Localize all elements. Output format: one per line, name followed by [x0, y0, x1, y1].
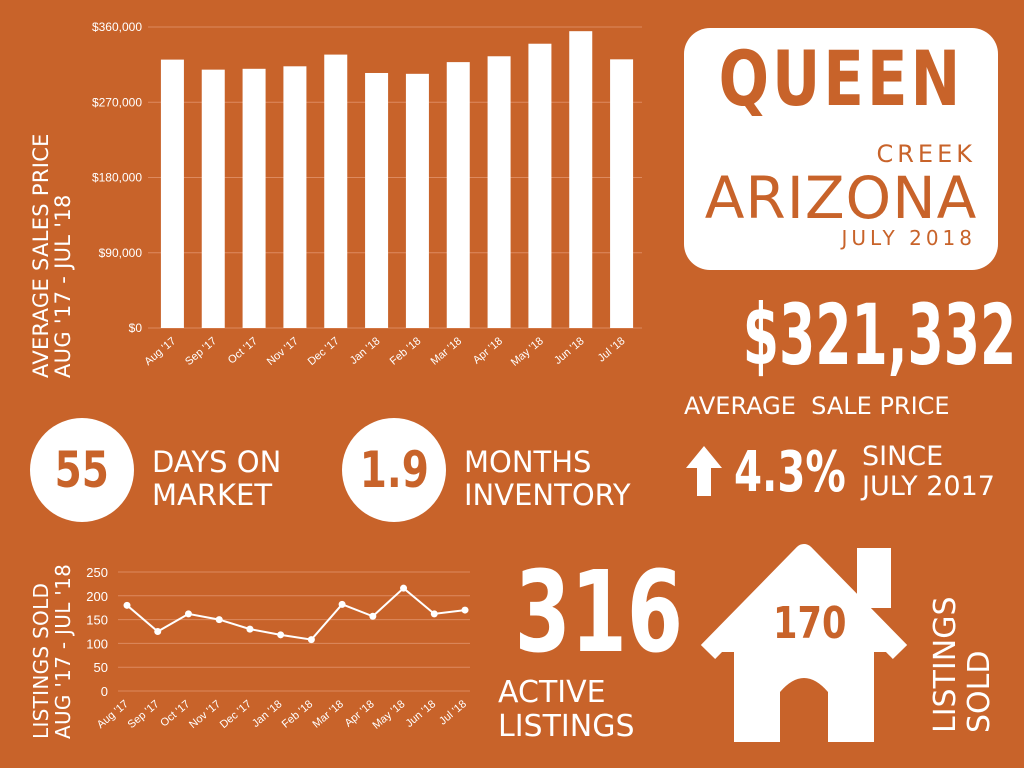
sold-point — [338, 600, 346, 608]
days-on-market-value: 55 — [54, 441, 110, 499]
sold-point — [123, 601, 131, 609]
sold-y-tick-label: 50 — [94, 660, 108, 675]
sold-y-tick-label: 250 — [86, 565, 108, 580]
sold-x-tick-label: Jun '18 — [404, 698, 439, 730]
sold-point — [307, 636, 315, 644]
price-bar — [487, 56, 511, 329]
price-chart-axis-title: AVERAGE SALES PRICE AUG '17 - JUL '18 — [29, 133, 75, 378]
sold-axis-title-line1: LISTINGS SOLD — [29, 582, 53, 739]
sold-x-tick-label: Nov '17 — [187, 698, 223, 731]
sold-y-tick-label: 200 — [86, 589, 108, 604]
price-bar — [365, 72, 389, 328]
sold-chart-axis-title: LISTINGS SOLD AUG '17 - JUL '18 — [29, 563, 75, 739]
price-change-label: SINCE JULY 2017 — [862, 442, 995, 502]
price-bar — [283, 66, 307, 328]
listings-sold-value: 170 — [773, 598, 847, 649]
price-bar — [201, 69, 225, 329]
sold-y-tick-label: 100 — [86, 636, 108, 651]
active-listings-label-line1: ACTIVE — [498, 675, 606, 710]
price-y-tick-label: $90,000 — [99, 246, 143, 260]
report-date: JULY 2018 — [841, 226, 976, 250]
sold-axis-title-line2: AUG '17 - JUL '18 — [51, 563, 75, 739]
city-subtitle: CREEK — [876, 140, 976, 168]
listings-sold-label: LISTINGS SOLD — [928, 596, 997, 733]
months-inventory-label-line1: MONTHS — [464, 445, 592, 479]
months-inventory-value: 1.9 — [359, 441, 429, 499]
price-bar — [569, 31, 593, 329]
months-inventory-label-line2: INVENTORY — [464, 478, 631, 512]
price-x-tick-label: May '18 — [509, 335, 546, 369]
sold-point — [430, 610, 438, 618]
price-bar — [528, 43, 552, 328]
price-x-tick-label: Jul '18 — [596, 335, 628, 364]
months-inventory-label: MONTHS INVENTORY — [464, 446, 631, 512]
price-x-tick-label: Feb '18 — [388, 335, 424, 368]
price-bar — [610, 59, 634, 328]
average-price-label: AVERAGE SALE PRICE — [684, 392, 950, 420]
active-listings-value: 316 — [514, 548, 683, 678]
days-on-market-circle: 55 — [30, 418, 134, 522]
price-x-tick-label: Mar '18 — [429, 335, 465, 368]
sold-x-tick-label: Aug '17 — [95, 698, 131, 731]
days-on-market-label: DAYS ON MARKET — [152, 446, 281, 512]
price-x-tick-label: Jan '18 — [348, 335, 383, 367]
sold-series-line — [126, 586, 466, 641]
sold-x-tick-label: Oct '17 — [158, 698, 192, 729]
sold-x-tick-label: Sep '17 — [126, 698, 162, 731]
days-on-market-label-line2: MARKET — [152, 478, 273, 512]
price-x-tick-label: Aug '17 — [142, 335, 178, 368]
price-x-tick-label: Jun '18 — [552, 335, 587, 367]
price-bar — [242, 68, 266, 329]
price-x-tick-label: Nov '17 — [265, 335, 301, 368]
arrow-up-icon — [686, 446, 722, 496]
months-inventory-circle: 1.9 — [342, 418, 446, 522]
price-x-tick-label: Oct '17 — [226, 335, 260, 366]
sold-x-tick-label: May '18 — [371, 698, 408, 732]
price-bar — [160, 59, 184, 328]
price-x-tick-label: Dec '17 — [306, 335, 342, 368]
price-bar — [324, 54, 348, 328]
price-y-tick-label: $0 — [129, 321, 143, 335]
sold-point — [184, 610, 192, 618]
sold-point — [215, 616, 223, 624]
price-bar — [446, 62, 470, 328]
sold-point — [246, 625, 254, 633]
price-y-tick-label: $270,000 — [92, 95, 142, 109]
sold-x-tick-label: Feb '18 — [280, 698, 316, 731]
sold-x-tick-label: Mar '18 — [310, 698, 346, 731]
sold-point — [369, 612, 377, 620]
price-y-tick-label: $180,000 — [92, 171, 142, 185]
title-card: QUEEN CREEK ARIZONA JULY 2018 — [684, 28, 998, 270]
price-y-tick-label: $360,000 — [92, 20, 142, 34]
price-axis-title-line1: AVERAGE SALES PRICE — [29, 133, 53, 378]
sold-x-tick-label: Jan '18 — [250, 698, 285, 730]
sold-x-tick-label: Dec '17 — [218, 698, 254, 731]
active-listings-label: ACTIVE LISTINGS — [498, 676, 635, 744]
price-change-label-line2: JULY 2017 — [862, 471, 995, 502]
state-title: ARIZONA — [704, 164, 978, 232]
active-listings-label-line2: LISTINGS — [498, 709, 635, 744]
price-axis-title-line2: AUG '17 - JUL '18 — [51, 194, 75, 378]
price-x-tick-label: Apr '18 — [471, 335, 505, 366]
sold-point — [400, 584, 408, 592]
city-title: QUEEN — [718, 34, 964, 123]
average-price-value: $321,332 — [742, 286, 1017, 384]
price-x-tick-label: Sep '17 — [183, 335, 219, 368]
price-change-value: 4.3% — [734, 440, 846, 505]
days-on-market-label-line1: DAYS ON — [152, 445, 282, 479]
price-change-label-line1: SINCE — [862, 441, 944, 472]
sold-point — [154, 628, 162, 635]
listings-sold-label-line2: SOLD — [962, 650, 997, 733]
house-icon — [700, 544, 908, 742]
sold-y-tick-label: 0 — [101, 684, 108, 699]
sold-point — [461, 606, 469, 614]
sold-x-tick-label: Jul '18 — [437, 698, 469, 727]
price-bar — [405, 73, 429, 328]
sold-point — [277, 631, 285, 639]
listings-sold-label-line1: LISTINGS — [928, 596, 963, 733]
sold-y-tick-label: 150 — [86, 613, 108, 628]
